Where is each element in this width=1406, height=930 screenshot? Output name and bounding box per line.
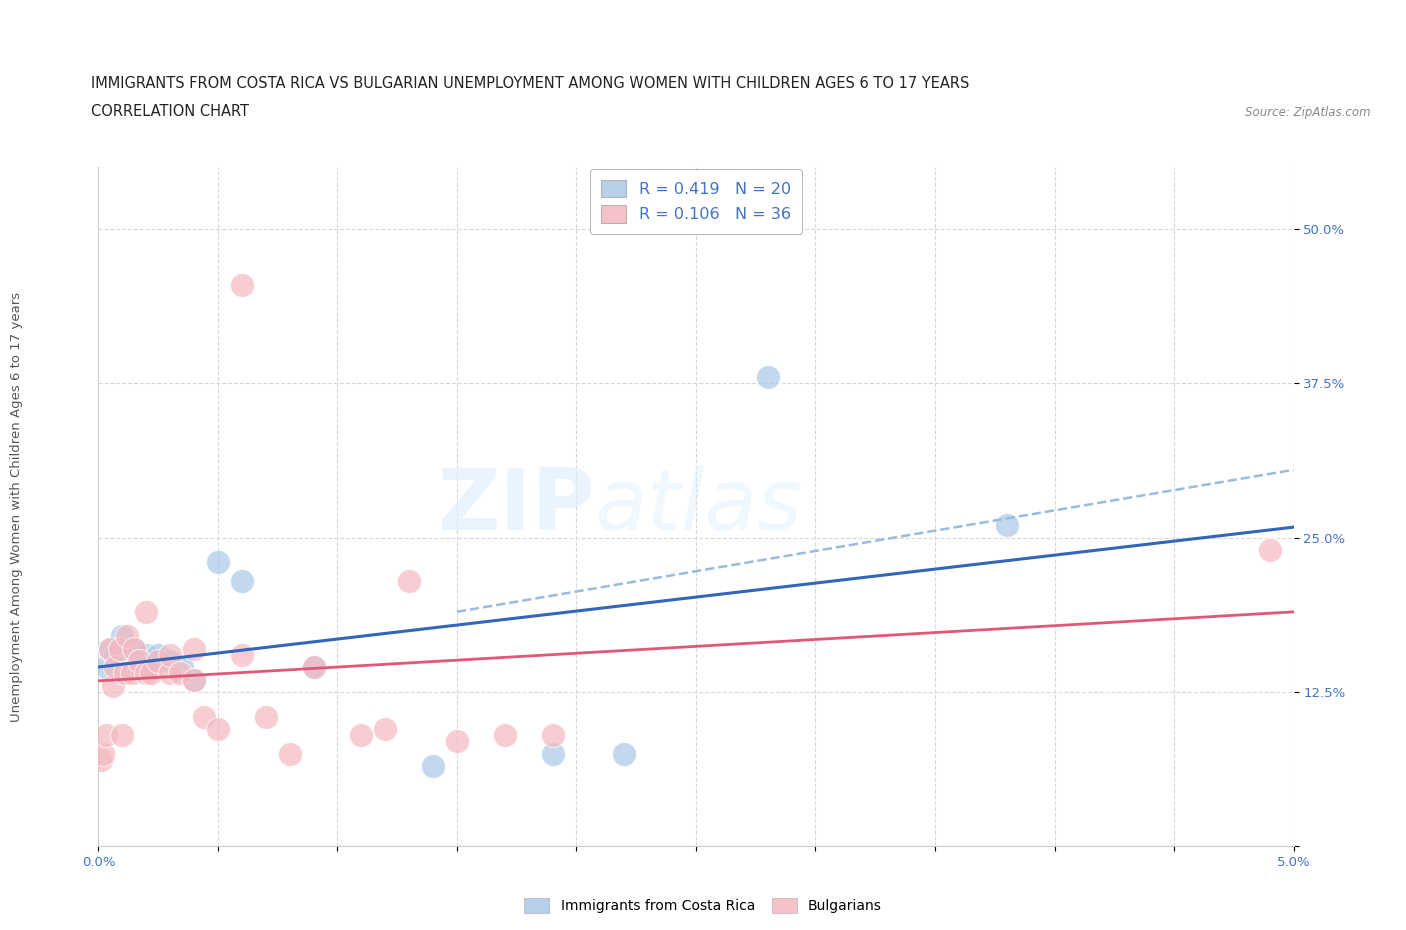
Point [104, 647, 127, 662]
Point [374, 722, 396, 737]
Point [172, 660, 194, 675]
Point [231, 574, 253, 589]
Point [159, 654, 181, 669]
Point [135, 604, 157, 619]
Point [183, 672, 205, 687]
Text: ZIP: ZIP [437, 465, 595, 549]
Point [159, 666, 181, 681]
Point [541, 728, 564, 743]
Point [111, 728, 134, 743]
Point [98, 642, 122, 657]
Point [124, 642, 146, 657]
Legend: Immigrants from Costa Rica, Bulgarians: Immigrants from Costa Rica, Bulgarians [519, 892, 887, 919]
Point [1258, 542, 1281, 557]
Point [613, 746, 636, 761]
Point [350, 728, 373, 743]
Point [446, 734, 468, 749]
Text: IMMIGRANTS FROM COSTA RICA VS BULGARIAN UNEMPLOYMENT AMONG WOMEN WITH CHILDREN A: IMMIGRANTS FROM COSTA RICA VS BULGARIAN … [91, 76, 970, 91]
Point [422, 759, 444, 774]
Point [541, 746, 564, 761]
Point [90, 752, 112, 767]
Point [756, 370, 779, 385]
Point [302, 660, 325, 675]
Point [94, 660, 117, 675]
Point [101, 678, 124, 693]
Point [254, 710, 277, 724]
Point [111, 629, 134, 644]
Point [398, 574, 420, 589]
Point [494, 728, 516, 743]
Text: CORRELATION CHART: CORRELATION CHART [91, 104, 249, 119]
Point [139, 666, 162, 681]
Point [135, 666, 157, 681]
Point [121, 666, 143, 681]
Point [183, 642, 205, 657]
Point [118, 647, 141, 662]
Point [104, 660, 127, 675]
Point [231, 277, 253, 292]
Point [278, 746, 301, 761]
Point [135, 660, 157, 675]
Text: Source: ZipAtlas.com: Source: ZipAtlas.com [1246, 106, 1371, 119]
Point [128, 654, 150, 669]
Point [995, 518, 1018, 533]
Text: Unemployment Among Women with Children Ages 6 to 17 years: Unemployment Among Women with Children A… [10, 292, 24, 722]
Legend: R = 0.419   N = 20, R = 0.106   N = 36: R = 0.419 N = 20, R = 0.106 N = 36 [589, 168, 803, 233]
Point [231, 647, 253, 662]
Point [159, 647, 181, 662]
Point [183, 672, 205, 687]
Point [148, 647, 170, 662]
Point [207, 722, 229, 737]
Point [114, 666, 136, 681]
Point [193, 710, 215, 724]
Point [115, 629, 138, 644]
Point [98, 642, 122, 657]
Text: atlas: atlas [595, 465, 803, 549]
Point [207, 555, 229, 570]
Point [302, 660, 325, 675]
Point [169, 666, 191, 681]
Point [94, 728, 117, 743]
Point [108, 642, 131, 657]
Point [148, 654, 170, 669]
Point [91, 746, 114, 761]
Point [124, 642, 146, 657]
Point [135, 647, 157, 662]
